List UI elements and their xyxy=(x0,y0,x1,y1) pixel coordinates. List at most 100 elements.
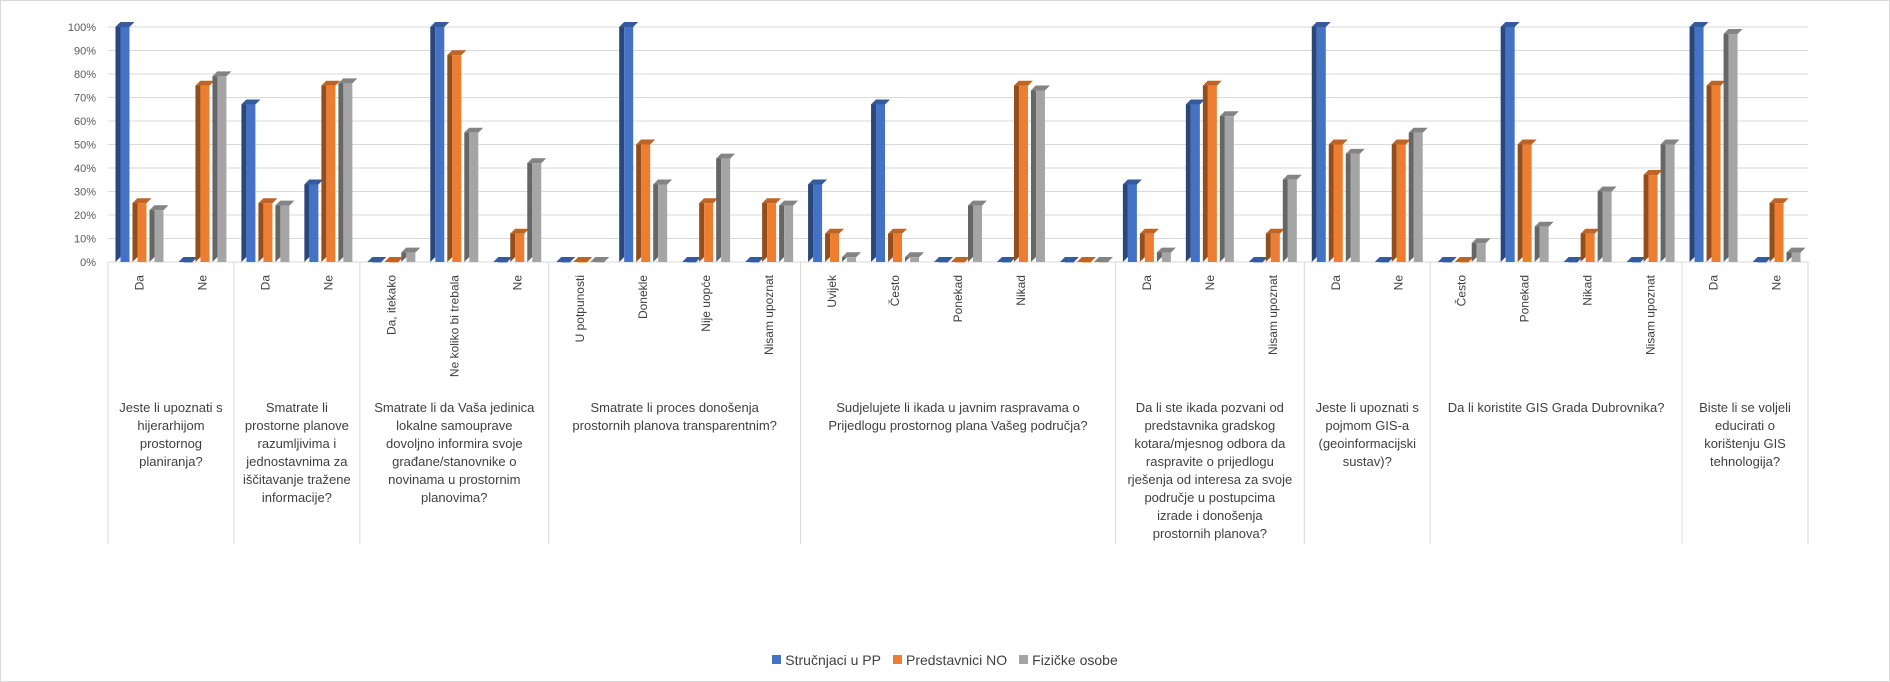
category-label: Često xyxy=(1454,275,1469,307)
group-label: Da li koristite GIS Grada Dubrovnika? xyxy=(1448,400,1665,415)
bar xyxy=(888,228,908,262)
bar xyxy=(573,257,593,263)
bar xyxy=(779,200,799,262)
bar xyxy=(996,257,1016,263)
group-label: jednostavnima za xyxy=(245,454,348,469)
group-label: iščitavanje tražene xyxy=(243,472,351,487)
group-label: kotara/mjesnog odbora da xyxy=(1134,436,1286,451)
bar xyxy=(304,179,324,262)
bar xyxy=(871,99,891,262)
category-label: Ne xyxy=(510,275,524,291)
bar xyxy=(493,257,513,263)
bar xyxy=(1093,257,1113,263)
category-label: Nikad xyxy=(1014,275,1028,306)
bar xyxy=(149,205,169,262)
bar xyxy=(745,257,765,263)
group-label: novinama u prostornim xyxy=(388,472,520,487)
bar xyxy=(1437,257,1457,263)
group-label: (geoinformacijski xyxy=(1318,436,1416,451)
group-label: informacije? xyxy=(262,490,332,505)
bar xyxy=(241,99,261,262)
group-label: građane/stanovnike o xyxy=(392,454,516,469)
bar xyxy=(1122,179,1142,262)
bar xyxy=(1282,174,1302,262)
bar xyxy=(1597,186,1617,262)
category-label: Donekle xyxy=(636,275,650,319)
group-label: prostornih planova? xyxy=(1153,526,1267,541)
bar xyxy=(1706,80,1726,262)
bar xyxy=(1689,22,1709,262)
bar xyxy=(384,257,404,263)
bar xyxy=(1248,257,1268,263)
y-tick-label: 60% xyxy=(74,116,96,128)
group-label: prostornog xyxy=(140,436,202,451)
category-label: Da xyxy=(1140,275,1154,291)
bar xyxy=(1345,148,1365,262)
bar xyxy=(367,257,387,263)
bar xyxy=(1202,80,1222,262)
bar xyxy=(1391,139,1411,262)
bar xyxy=(1643,170,1663,262)
group-label: pojmom GIS-a xyxy=(1325,418,1410,433)
bar xyxy=(212,71,232,262)
legend-item: Fizičke osobe xyxy=(1019,652,1118,668)
bar xyxy=(1454,257,1474,263)
bar xyxy=(1563,257,1583,263)
group-label: predstavnika gradskog xyxy=(1144,418,1275,433)
bar xyxy=(1219,111,1239,262)
bar-chart: 0% 10% 20% 30% 40% 50% 60% 70% 80% 90% 100% Da Ne Da N… xyxy=(68,22,1809,544)
category-label: Ponekad xyxy=(1518,275,1532,322)
category-label: Da xyxy=(258,275,272,291)
bar xyxy=(321,80,341,262)
y-tick-label: 30% xyxy=(74,187,96,199)
bar xyxy=(1786,247,1806,262)
legend-item: Stručnjaci u PP xyxy=(772,652,881,668)
category-label: Nisam upoznat xyxy=(1644,274,1658,355)
bar xyxy=(1752,257,1772,263)
bar xyxy=(762,198,782,262)
bar xyxy=(1265,228,1285,262)
bar xyxy=(556,257,576,263)
bar xyxy=(951,257,970,263)
category-label: Da, itekako xyxy=(384,275,398,335)
bar xyxy=(1626,257,1646,263)
bar xyxy=(716,153,736,262)
group-label: prostorne planove xyxy=(245,418,349,433)
group-label: dovoljno informira svoje xyxy=(386,436,523,451)
group-label: hijerarhijom xyxy=(137,418,204,433)
bar xyxy=(1580,228,1600,262)
bar xyxy=(905,252,925,262)
group-label: Smatrate li da Vaša jedinica xyxy=(374,400,535,415)
bar xyxy=(968,200,987,262)
y-tick-label: 70% xyxy=(74,93,96,105)
category-label: Nikad xyxy=(1581,275,1595,306)
category-label: Ponekad xyxy=(951,275,965,322)
category-label: Ne xyxy=(1203,275,1217,291)
category-label: Nisam upoznat xyxy=(1266,274,1280,355)
bar xyxy=(338,78,358,263)
bar xyxy=(1408,127,1428,262)
group-label: raspravite o prijedlogu xyxy=(1146,454,1274,469)
bar xyxy=(527,158,547,262)
group-label: tehnologija? xyxy=(1710,454,1780,469)
bar xyxy=(1500,22,1520,262)
group-label: područje u postupcima xyxy=(1144,490,1276,505)
legend-item: Predstavnici NO xyxy=(892,652,1007,668)
bar xyxy=(825,228,845,262)
bar xyxy=(653,179,673,262)
group-label: sustav)? xyxy=(1343,454,1392,469)
group-label: Jeste li upoznati s xyxy=(1316,400,1420,415)
category-label: Uvijek xyxy=(825,274,839,308)
bar xyxy=(510,228,530,262)
category-label: Ne xyxy=(1770,275,1784,291)
group-label: lokalne samouprave xyxy=(396,418,512,433)
group-label: izrade i donošenja xyxy=(1157,508,1263,523)
category-label: Nije uopće xyxy=(699,275,713,332)
group-label: Da li ste ikada pozvani od xyxy=(1136,400,1284,415)
bar xyxy=(682,257,702,263)
y-tick-label: 80% xyxy=(74,69,96,81)
legend-swatch xyxy=(772,655,782,664)
bar xyxy=(1534,221,1554,262)
bar xyxy=(636,139,656,262)
